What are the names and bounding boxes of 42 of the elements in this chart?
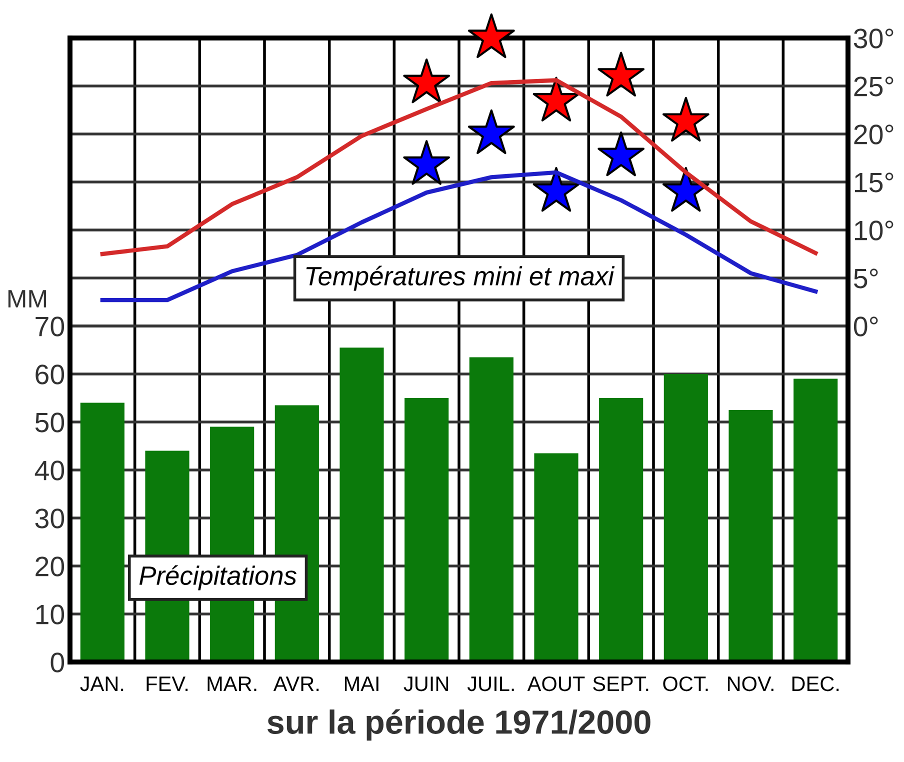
x-tick-label: MAI (344, 676, 378, 691)
y-tick-label: 70 (36, 316, 64, 336)
bar (728, 410, 773, 662)
line-series (100, 170, 818, 302)
y-tick-label: 50 (35, 412, 64, 432)
bar (664, 374, 708, 662)
x-tick-label: AOUT (527, 676, 585, 692)
x-tick-label: OCT. (663, 676, 708, 692)
y-tick-label: 60 (36, 364, 64, 384)
bar (794, 378, 838, 662)
y-tick-label: 30 (35, 508, 64, 528)
x-axis-title: sur la période 1971/2000 (267, 709, 650, 741)
annotation: Précipitations (139, 565, 296, 590)
y-axis-title: MM (8, 290, 46, 308)
bar (599, 398, 644, 662)
x-tick-label: MAR. (208, 676, 256, 691)
annotation: Températures mini et maxi (306, 266, 615, 291)
y-tick-label: 20 (36, 556, 64, 576)
bar (534, 453, 578, 662)
y-tick-label: 10 (36, 604, 64, 624)
y2-tick-label: 5° (854, 268, 878, 288)
y2-tick-label: 0° (854, 316, 878, 336)
y-tick-label: 40 (34, 460, 64, 480)
bar (404, 398, 449, 662)
bar (340, 348, 384, 662)
x-tick-label: DEC. (792, 676, 839, 692)
x-tick-label: FEV. (146, 676, 188, 691)
y2-tick-label: 15° (854, 172, 894, 192)
x-tick-label: NOV. (728, 676, 774, 692)
y2-tick-label: 30° (854, 28, 894, 48)
x-tick-label: SEPT. (593, 676, 648, 692)
line-series (100, 78, 818, 256)
x-tick-label: JUIN (404, 676, 448, 692)
bar (80, 402, 124, 662)
y2-tick-label: 10° (854, 220, 894, 240)
x-tick-label: JUIL. (467, 676, 514, 692)
y-tick-label: 0 (50, 652, 64, 672)
x-tick-label: AVR. (273, 676, 319, 691)
bar (469, 357, 514, 662)
x-tick-label: JAN. (80, 676, 124, 692)
y2-tick-label: 25° (854, 76, 894, 96)
y2-tick-label: 20° (854, 124, 894, 144)
